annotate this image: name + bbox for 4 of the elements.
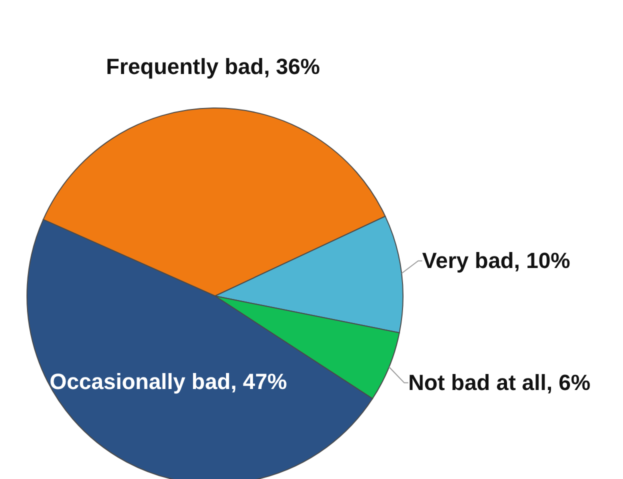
slice-label: Not bad at all, 6% — [408, 368, 592, 397]
slice-label: Occasionally bad, 47% — [48, 368, 288, 396]
slice-label: Very bad, 10% — [422, 246, 572, 275]
slice-label: Frequently bad, 36% — [105, 53, 321, 82]
